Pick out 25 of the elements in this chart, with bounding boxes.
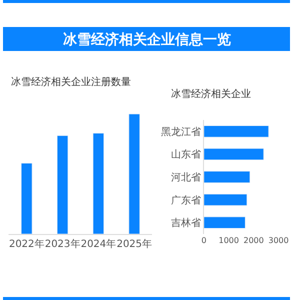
bar [204,194,248,206]
bar [204,148,264,160]
y-tick-label: 吉林省 [170,217,201,230]
bar [204,125,269,138]
x-tick-label: 2023年 [44,238,80,250]
x-tick-label: 1000 [218,236,239,245]
text: 冰雪经济相关企业信息一览 [63,31,231,48]
bar [128,114,140,234]
y-tick-label: 山东省 [170,148,201,161]
bar [204,216,246,229]
x-tick-label: 2025年 [116,238,152,250]
x-tick-label: 2022年 [8,238,44,250]
y-tick-label: 广东省 [170,194,201,206]
x-tick-label: 2000 [243,236,264,245]
bar [92,132,104,234]
x-tick-label: 3000 [268,236,289,245]
x-tick-label: 0 [201,236,206,245]
chart-title: 冰雪经济相关企业 [171,88,251,100]
y-tick-label: 河北省 [170,172,201,184]
y-tick-label: 黑龙江省 [160,126,201,138]
bar [21,162,32,234]
bar [56,135,68,234]
chart-title: 冰雪经济相关企业注册数量 [11,76,131,88]
bar [204,171,250,183]
x-tick-label: 2024年 [80,238,116,250]
